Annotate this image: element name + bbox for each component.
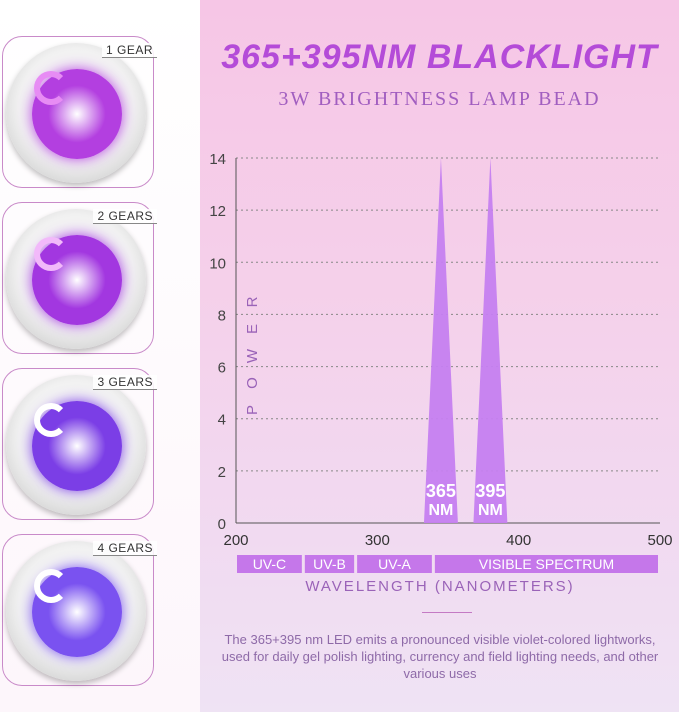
band-label: UV-B <box>313 556 346 572</box>
lamp-1-gear: 1 GEAR <box>2 36 157 188</box>
y-tick-label: 2 <box>218 464 226 481</box>
lamp-ring <box>34 71 68 105</box>
lamp-ring <box>34 569 68 603</box>
lamp-column: 1 GEAR 2 GEARS 3 GEARS 4 GEARS <box>0 0 200 712</box>
lamp-label: 2 GEARS <box>93 209 157 224</box>
y-tick-label: 14 <box>209 151 226 168</box>
peak-365 <box>423 158 458 523</box>
band-label: VISIBLE SPECTRUM <box>479 556 614 572</box>
peak-395 <box>473 158 508 523</box>
y-axis-label-letter: E <box>244 324 261 334</box>
x-tick-label: 200 <box>223 532 248 549</box>
y-axis-label-letter: O <box>244 377 261 389</box>
lamp-ring <box>34 403 68 437</box>
peak-unit-label: NM <box>478 502 503 519</box>
subhead: 3W BRIGHTNESS LAMP BEAD <box>278 88 601 110</box>
lamp-label: 4 GEARS <box>93 541 157 556</box>
peak-unit-label: NM <box>428 502 453 519</box>
lamp-body <box>6 43 146 183</box>
lamp-2-gears: 2 GEARS <box>2 202 157 354</box>
x-tick-label: 400 <box>506 532 531 549</box>
peak-label: 365 <box>426 481 456 501</box>
y-tick-label: 6 <box>218 360 226 377</box>
y-tick-label: 12 <box>209 203 226 220</box>
y-tick-label: 0 <box>218 516 226 533</box>
y-tick-label: 8 <box>218 307 226 324</box>
band-uv-b <box>304 555 355 573</box>
lamp-body <box>6 541 146 681</box>
y-tick-label: 10 <box>209 255 226 272</box>
x-axis-label: WAVELENGTH (NANOMETERS) <box>305 578 574 595</box>
band-label: UV-C <box>253 556 286 572</box>
lamp-4-gears: 4 GEARS <box>2 534 157 686</box>
divider <box>422 612 472 613</box>
lamp-3-gears: 3 GEARS <box>2 368 157 520</box>
lamp-label: 1 GEAR <box>101 43 157 58</box>
headline: 365+395NM BLACKLIGHT <box>221 38 658 76</box>
band-uv-c <box>237 555 302 573</box>
lamp-label: 3 GEARS <box>93 375 157 390</box>
caption: The 365+395 nm LED emits a pronounced vi… <box>221 632 659 681</box>
x-tick-label: 500 <box>647 532 672 549</box>
lamp-body <box>6 209 146 349</box>
spectrum-panel: 365+395NM BLACKLIGHT 3W BRIGHTNESS LAMP … <box>200 0 679 712</box>
band-visible-spectrum <box>434 555 658 573</box>
y-axis-label-letter: R <box>244 296 261 307</box>
peak-label: 395 <box>475 481 505 501</box>
y-tick-label: 4 <box>218 412 226 429</box>
y-axis-label-letter: W <box>244 348 261 363</box>
lamp-ring <box>34 237 68 271</box>
x-tick-label: 300 <box>365 532 390 549</box>
band-label: UV-A <box>378 556 411 572</box>
y-axis-label-letter: P <box>244 405 261 415</box>
lamp-body <box>6 375 146 515</box>
band-uv-a <box>357 555 432 573</box>
